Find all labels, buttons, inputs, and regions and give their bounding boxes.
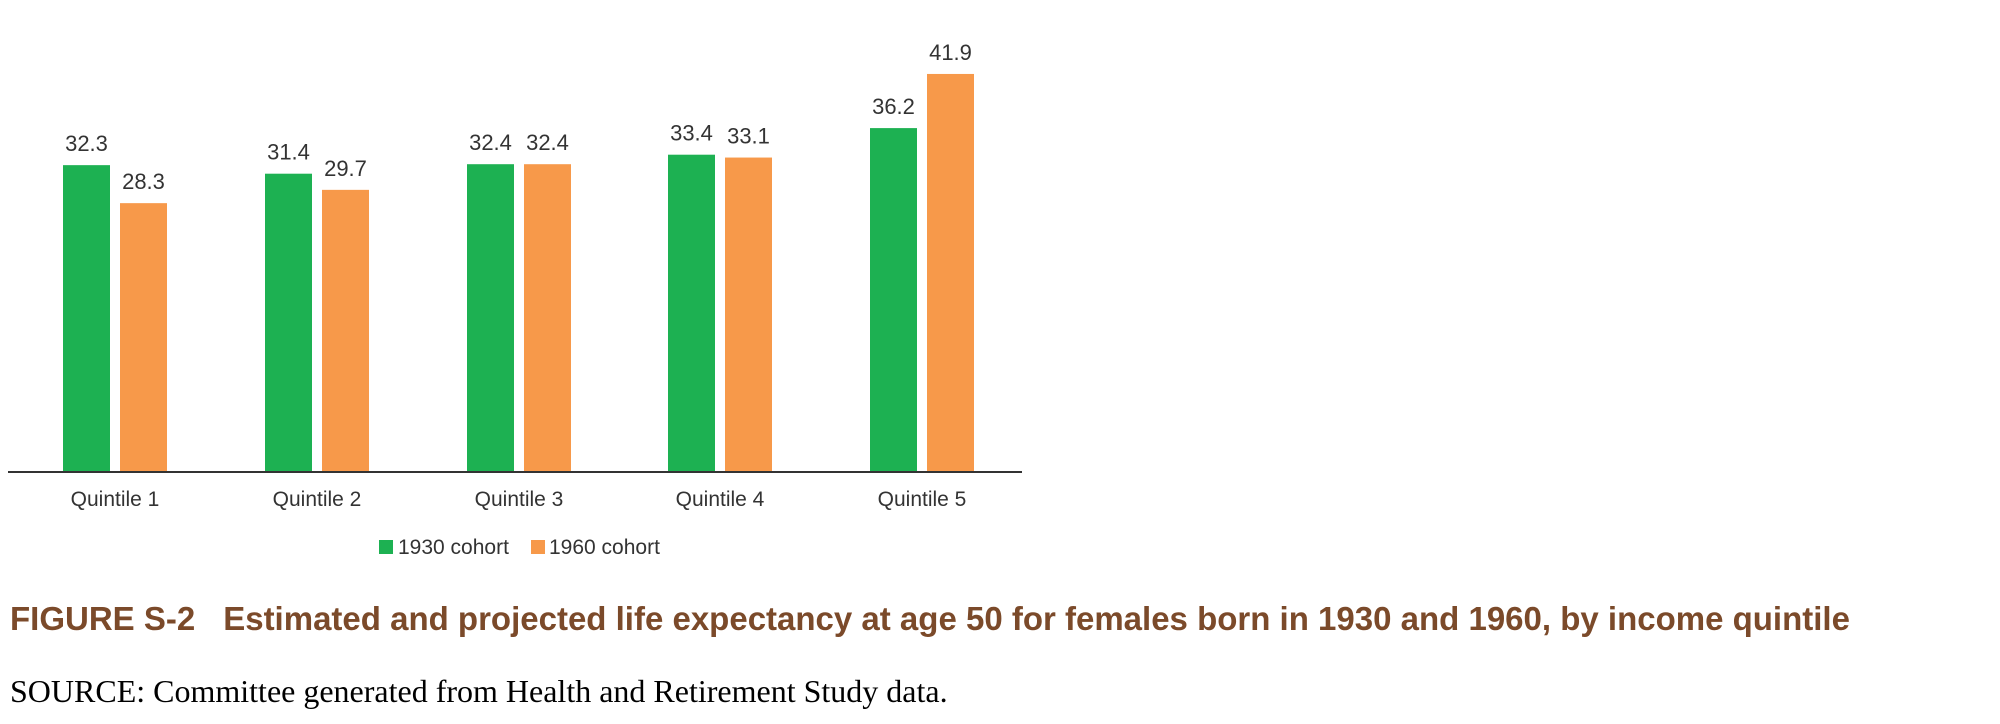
- legend-label-1960: 1960 cohort: [549, 536, 660, 559]
- bar-1960-quintile-4: [725, 157, 772, 473]
- legend-swatch-1930: [379, 540, 393, 554]
- legend: 1930 cohort 1960 cohort: [379, 536, 660, 559]
- figure-number: FIGURE S-2: [10, 600, 196, 637]
- bar-1960-quintile-1: [120, 203, 167, 472]
- category-label-quintile-5: Quintile 5: [878, 488, 967, 511]
- value-label-1930-quintile-5: 36.2: [872, 94, 915, 119]
- bar-1960-quintile-3: [524, 164, 571, 472]
- bar-1960-quintile-2: [322, 189, 369, 472]
- bar-1930-quintile-3: [467, 164, 514, 472]
- value-label-1960-quintile-1: 28.3: [122, 169, 165, 194]
- category-label-quintile-3: Quintile 3: [475, 488, 564, 511]
- bar-1930-quintile-2: [265, 173, 312, 472]
- legend-label-1930: 1930 cohort: [398, 536, 509, 559]
- category-labels-group: Quintile 1 Quintile 2 Quintile 3 Quintile 4…: [71, 488, 967, 511]
- value-label-1960-quintile-3: 32.4: [526, 130, 569, 155]
- source-note: SOURCE: Committee generated from Health …: [10, 673, 948, 709]
- category-label-quintile-4: Quintile 4: [676, 488, 765, 511]
- bar-1930-quintile-4: [668, 154, 715, 472]
- bar-1960-quintile-5: [927, 73, 974, 472]
- value-label-1960-quintile-4: 33.1: [727, 124, 770, 149]
- category-label-quintile-2: Quintile 2: [273, 488, 362, 511]
- value-labels-group: 32.3 28.3 31.4 29.7 32.4 32.4 33.4 33.1 36.2 41.9: [65, 40, 972, 194]
- bars-group: [63, 73, 974, 473]
- bar-1930-quintile-5: [870, 128, 917, 472]
- value-label-1930-quintile-1: 32.3: [65, 131, 108, 156]
- value-label-1930-quintile-2: 31.4: [267, 140, 310, 165]
- figure-caption: FIGURE S-2 Estimated and projected life e…: [10, 600, 1850, 638]
- value-label-1930-quintile-3: 32.4: [469, 130, 512, 155]
- category-label-quintile-1: Quintile 1: [71, 488, 160, 511]
- legend-swatch-1960: [531, 540, 545, 554]
- value-label-1960-quintile-2: 29.7: [324, 156, 367, 181]
- figure-title: Estimated and projected life expectancy …: [223, 600, 1850, 637]
- bar-chart: 32.3 28.3 31.4 29.7 32.4 32.4 33.4 33.1 36.2 41.9…: [8, 40, 1022, 559]
- bar-1930-quintile-1: [63, 165, 110, 472]
- value-label-1930-quintile-4: 33.4: [670, 121, 713, 146]
- value-label-1960-quintile-5: 41.9: [929, 40, 972, 65]
